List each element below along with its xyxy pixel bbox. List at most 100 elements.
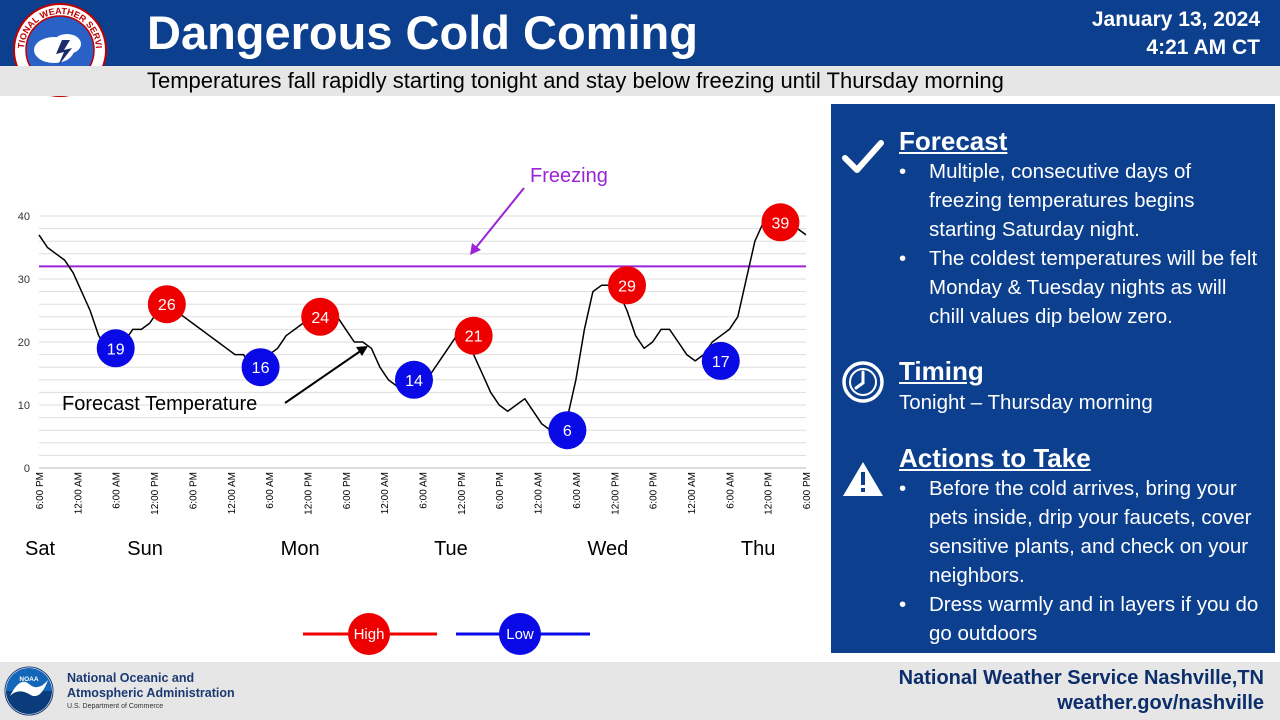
x-tick-label: 6:00 PM bbox=[802, 472, 813, 509]
x-tick-label: 12:00 AM bbox=[227, 472, 238, 514]
footer-bar bbox=[0, 662, 1280, 720]
warning-icon bbox=[843, 462, 883, 496]
info-panel: Forecast • Multiple, consecutive days of… bbox=[831, 104, 1275, 653]
header-bar bbox=[0, 0, 1280, 66]
low-value: 19 bbox=[107, 341, 125, 358]
x-tick-label: 6:00 AM bbox=[265, 472, 276, 509]
actions-bullet-text: Dress warmly and in layers if you do go … bbox=[929, 593, 1259, 645]
x-tick-label: 12:00 PM bbox=[457, 472, 468, 515]
legend-high-label: High bbox=[354, 626, 385, 643]
freezing-arrowhead bbox=[470, 243, 481, 255]
issue-time: 4:21 AM CT bbox=[1146, 36, 1260, 59]
low-value: 6 bbox=[563, 423, 572, 440]
x-tick-label: 6:00 AM bbox=[572, 472, 583, 509]
y-tick-label: 20 bbox=[18, 337, 30, 349]
noaa-logo: NOAA bbox=[4, 666, 54, 716]
subtitle-bar bbox=[0, 66, 1280, 96]
y-tick-label: 30 bbox=[18, 274, 30, 286]
timing-heading: Timing bbox=[899, 356, 984, 386]
low-marker bbox=[701, 341, 740, 380]
checkmark-icon bbox=[842, 140, 884, 173]
actions-bullet-2: • Dress warmly and in layers if you do g… bbox=[899, 590, 1261, 648]
series-arrowhead bbox=[356, 346, 368, 356]
noaa-name: National Oceanic and Atmospheric Adminis… bbox=[67, 671, 235, 701]
day-label: Thu bbox=[741, 538, 775, 560]
bullet-dot: • bbox=[899, 247, 907, 270]
day-label: Sat bbox=[25, 538, 55, 560]
y-tick-label: 10 bbox=[18, 400, 30, 412]
series-arrow bbox=[284, 349, 363, 404]
issue-datetime: January 13, 2024 4:21 AM CT bbox=[1092, 6, 1260, 62]
low-marker bbox=[548, 411, 587, 450]
office-url[interactable]: weather.gov/nashville bbox=[1057, 692, 1264, 714]
actions-heading: Actions to Take bbox=[899, 443, 1091, 473]
forecast-bullet-2: • The coldest temperatures will be felt … bbox=[899, 244, 1261, 331]
high-marker bbox=[147, 285, 186, 324]
actions-bullet-1: • Before the cold arrives, bring your pe… bbox=[899, 474, 1261, 590]
forecast-bullet-1: • Multiple, consecutive days of freezing… bbox=[899, 157, 1261, 244]
x-tick-label: 12:00 PM bbox=[150, 472, 161, 515]
clock-icon bbox=[842, 361, 884, 403]
high-value: 26 bbox=[158, 297, 176, 314]
forecast-heading: Forecast bbox=[899, 126, 1008, 156]
high-value: 24 bbox=[311, 310, 329, 327]
x-tick-label: 12:00 PM bbox=[610, 472, 621, 515]
high-marker bbox=[454, 316, 493, 355]
x-tick-label: 6:00 PM bbox=[342, 472, 353, 509]
legend-low-label: Low bbox=[506, 626, 534, 643]
x-tick-label: 6:00 PM bbox=[495, 472, 506, 509]
high-marker bbox=[761, 203, 800, 242]
day-label: Mon bbox=[281, 538, 320, 560]
high-value: 29 bbox=[618, 278, 636, 295]
freezing-label: Freezing bbox=[530, 165, 608, 187]
bullet-dot: • bbox=[899, 593, 907, 616]
x-tick-label: 6:00 AM bbox=[725, 472, 736, 509]
high-marker bbox=[301, 297, 340, 336]
timing-text: Tonight – Thursday morning bbox=[899, 391, 1153, 414]
low-marker bbox=[241, 348, 280, 387]
noaa-name-line1: National Oceanic and bbox=[67, 671, 195, 685]
low-marker bbox=[394, 360, 433, 399]
day-label: Wed bbox=[587, 538, 628, 560]
high-marker bbox=[608, 266, 647, 305]
x-tick-label: 12:00 AM bbox=[687, 472, 698, 514]
high-value: 21 bbox=[465, 329, 483, 346]
legend-low-marker bbox=[499, 613, 541, 655]
low-value: 14 bbox=[405, 373, 423, 390]
forecast-bullet-text: Multiple, consecutive days of freezing t… bbox=[929, 160, 1195, 241]
noaa-name-line2: Atmospheric Administration bbox=[67, 686, 235, 700]
office-name: National Weather Service Nashville,TN bbox=[898, 667, 1264, 689]
x-tick-label: 12:00 AM bbox=[380, 472, 391, 514]
noaa-department: U.S. Department of Commerce bbox=[67, 703, 164, 710]
bullet-dot: • bbox=[899, 477, 907, 500]
x-tick-label: 12:00 PM bbox=[303, 472, 314, 515]
series-label: Forecast Temperature bbox=[62, 393, 257, 415]
issue-date: January 13, 2024 bbox=[1091, 8, 1260, 31]
low-marker bbox=[96, 329, 135, 368]
noaa-logo-text: NOAA bbox=[19, 676, 38, 683]
low-value: 17 bbox=[712, 354, 730, 371]
temperature-chart: 0 10 20 30 40 6:00 PM 12:00 AM 6:00 AM 12:00 PM 6… bbox=[18, 165, 813, 655]
high-value: 39 bbox=[772, 215, 790, 232]
x-tick-label: 12:00 AM bbox=[73, 472, 84, 514]
x-tick-label: 6:00 AM bbox=[112, 472, 123, 509]
day-label: Tue bbox=[434, 538, 468, 560]
freezing-arrow bbox=[473, 187, 525, 251]
x-tick-label: 12:00 AM bbox=[534, 472, 545, 514]
y-tick-label: 40 bbox=[18, 211, 30, 223]
x-tick-label: 6:00 PM bbox=[188, 472, 199, 509]
office-info: National Weather Service Nashville,TN we… bbox=[899, 666, 1264, 716]
subtitle: Temperatures fall rapidly starting tonig… bbox=[147, 68, 1004, 93]
low-value: 16 bbox=[252, 360, 270, 377]
x-tick-label: 6:00 PM bbox=[35, 472, 46, 509]
page-title: Dangerous Cold Coming bbox=[147, 6, 698, 59]
x-tick-label: 6:00 PM bbox=[649, 472, 660, 509]
actions-bullet-text: Before the cold arrives, bring your pets… bbox=[929, 477, 1252, 587]
bullet-dot: • bbox=[899, 160, 907, 183]
x-tick-label: 12:00 PM bbox=[764, 472, 775, 515]
day-label: Sun bbox=[127, 538, 163, 560]
y-tick-label: 0 bbox=[24, 463, 30, 475]
forecast-bullet-text: The coldest temperatures will be felt Mo… bbox=[929, 247, 1258, 328]
x-tick-label: 6:00 AM bbox=[419, 472, 430, 509]
legend-high-marker bbox=[348, 613, 390, 655]
